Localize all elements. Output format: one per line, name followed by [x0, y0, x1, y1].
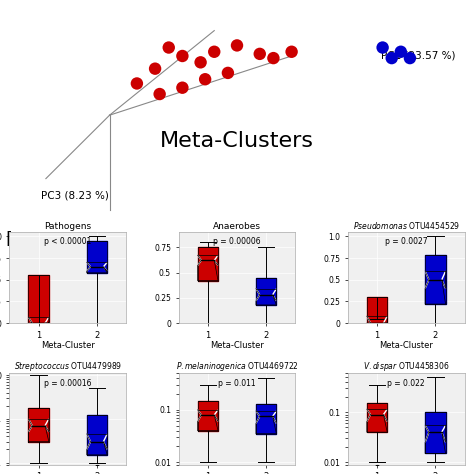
Polygon shape [367, 415, 371, 421]
X-axis label: Meta-Cluster: Meta-Cluster [210, 341, 264, 350]
Polygon shape [214, 415, 218, 421]
Polygon shape [367, 403, 387, 432]
Title: Pathogens: Pathogens [44, 222, 91, 231]
Polygon shape [45, 317, 49, 323]
Polygon shape [425, 412, 446, 454]
Polygon shape [198, 255, 201, 260]
X-axis label: Meta-Cluster: Meta-Cluster [379, 341, 433, 350]
Polygon shape [383, 409, 387, 415]
Point [373, 463, 381, 471]
Polygon shape [383, 316, 387, 323]
Text: b: b [5, 231, 19, 250]
Text: PC1 (23.57 %): PC1 (23.57 %) [381, 51, 456, 61]
Polygon shape [214, 410, 218, 415]
Polygon shape [256, 411, 260, 416]
Polygon shape [425, 425, 429, 432]
Polygon shape [256, 289, 260, 295]
Polygon shape [442, 425, 446, 432]
Polygon shape [442, 280, 446, 289]
Text: p = 0.011: p = 0.011 [218, 379, 256, 388]
Title: $\it{Streptococcus}$ OTU4479989: $\it{Streptococcus}$ OTU4479989 [14, 360, 122, 374]
Polygon shape [28, 317, 32, 323]
Polygon shape [28, 275, 49, 323]
Text: p = 0.00016: p = 0.00016 [44, 379, 91, 388]
Polygon shape [87, 241, 107, 273]
Text: p < 0.00001: p < 0.00001 [44, 237, 91, 246]
Polygon shape [425, 280, 429, 289]
Point [93, 463, 101, 471]
Polygon shape [273, 411, 276, 416]
Polygon shape [45, 419, 49, 426]
Polygon shape [425, 432, 429, 442]
Polygon shape [367, 297, 387, 323]
Title: $\it{Pseudomonas}$ OTU4454529: $\it{Pseudomonas}$ OTU4454529 [353, 220, 460, 231]
X-axis label: Meta-Cluster: Meta-Cluster [41, 341, 95, 350]
Polygon shape [442, 432, 446, 442]
Polygon shape [28, 426, 32, 432]
Text: PC3 (8.23 %): PC3 (8.23 %) [41, 191, 109, 201]
Polygon shape [273, 416, 276, 423]
Polygon shape [256, 416, 260, 423]
Polygon shape [103, 267, 107, 271]
Polygon shape [87, 267, 91, 271]
Polygon shape [87, 263, 91, 267]
Polygon shape [28, 408, 49, 442]
Text: p = 0.0027: p = 0.0027 [385, 237, 428, 246]
Polygon shape [256, 278, 276, 305]
Polygon shape [28, 419, 32, 426]
Polygon shape [214, 260, 218, 265]
Polygon shape [198, 260, 201, 265]
Polygon shape [103, 434, 107, 442]
Polygon shape [198, 401, 218, 431]
Text: p = 0.00006: p = 0.00006 [213, 237, 261, 246]
Polygon shape [198, 247, 218, 281]
Title: Anaerobes: Anaerobes [213, 222, 261, 231]
Polygon shape [103, 263, 107, 267]
Polygon shape [87, 442, 91, 449]
Title: $\it{P. melaninogenica}$ OTU4469722: $\it{P. melaninogenica}$ OTU4469722 [175, 360, 299, 374]
Polygon shape [273, 289, 276, 295]
Polygon shape [273, 295, 276, 301]
Polygon shape [367, 316, 371, 323]
Polygon shape [256, 295, 260, 301]
Polygon shape [425, 271, 429, 280]
Polygon shape [214, 255, 218, 260]
Polygon shape [87, 415, 107, 455]
Polygon shape [256, 404, 276, 434]
Polygon shape [198, 410, 201, 415]
Polygon shape [198, 415, 201, 421]
Polygon shape [103, 442, 107, 449]
Polygon shape [45, 426, 49, 432]
Text: p = 0.022: p = 0.022 [387, 379, 425, 388]
Text: Meta-Clusters: Meta-Clusters [160, 130, 314, 151]
Polygon shape [87, 434, 91, 442]
Polygon shape [442, 271, 446, 280]
Polygon shape [383, 415, 387, 421]
Title: $\it{V. dispar}$ OTU4458306: $\it{V. dispar}$ OTU4458306 [363, 360, 450, 374]
Polygon shape [367, 409, 371, 415]
Polygon shape [425, 255, 446, 304]
